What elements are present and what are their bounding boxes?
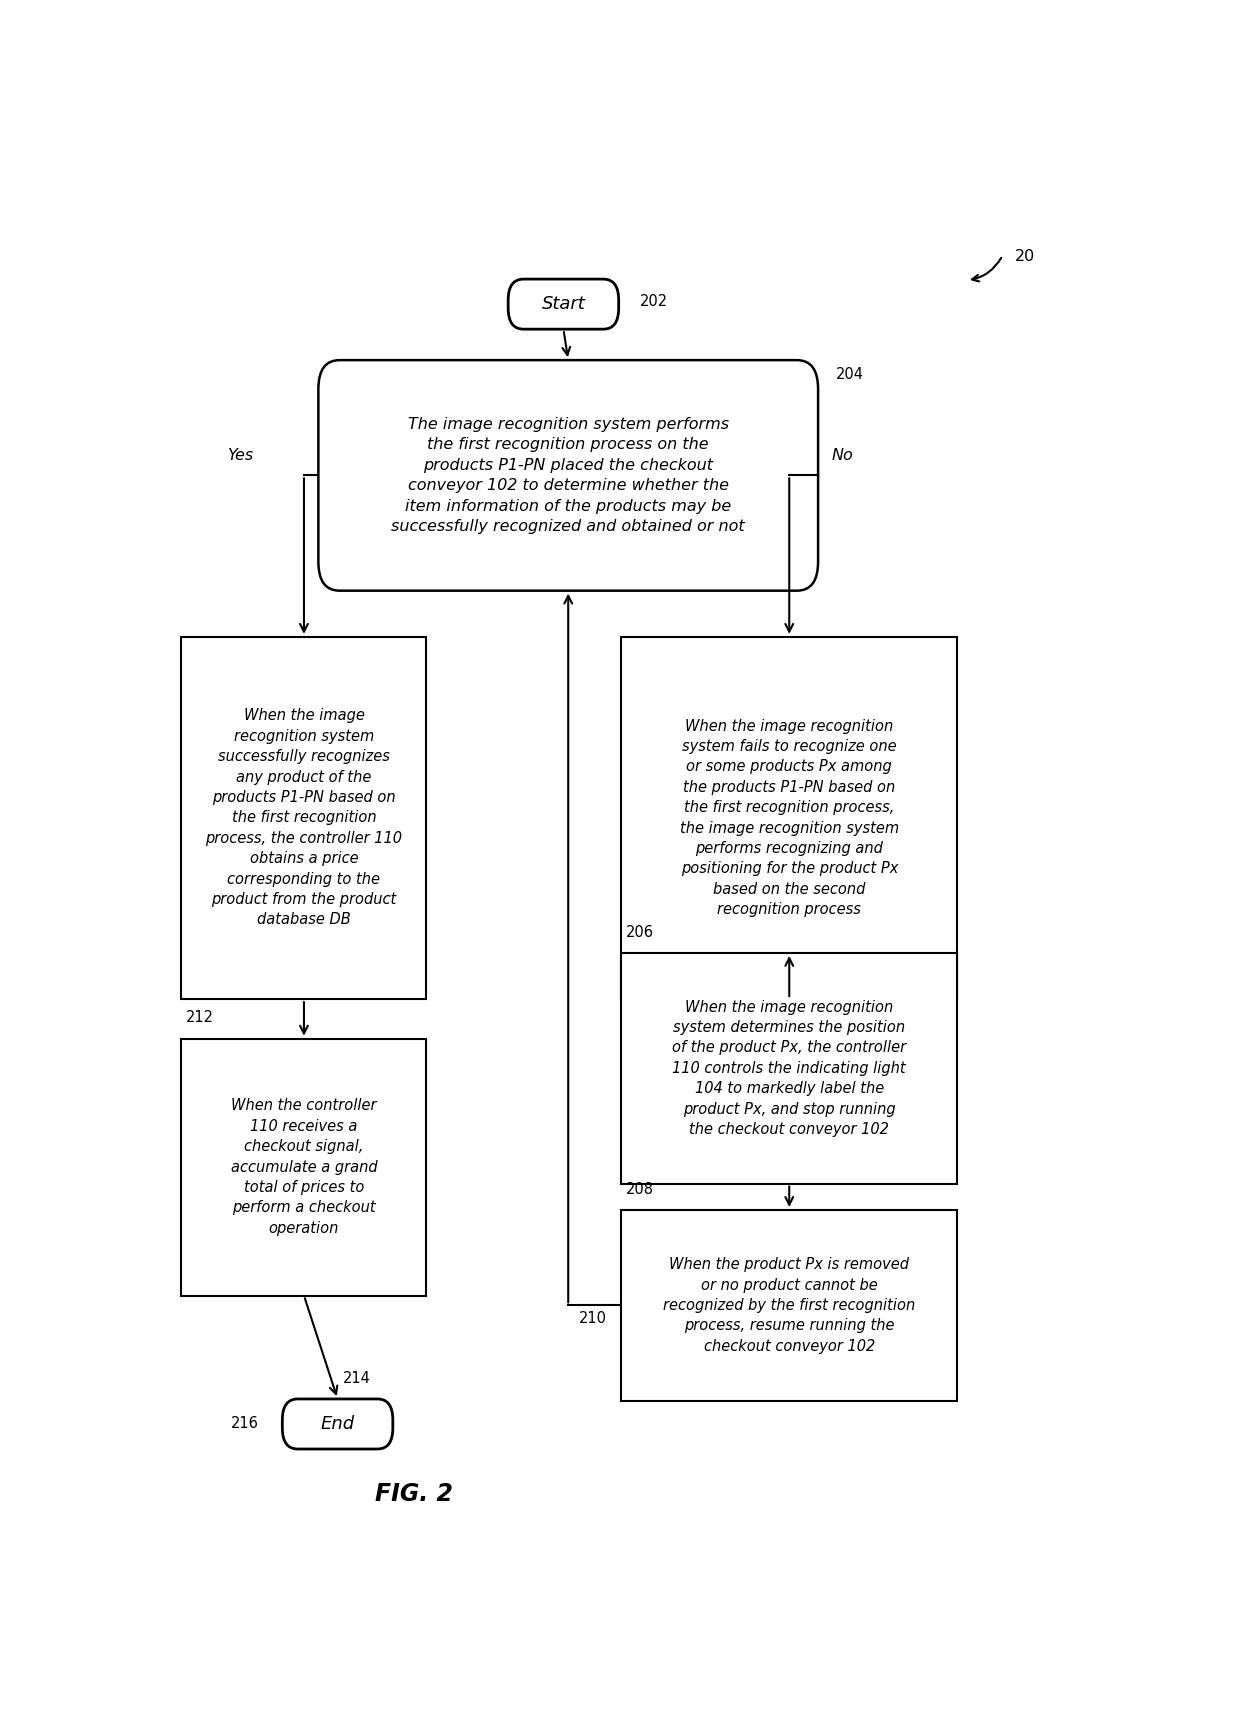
- FancyBboxPatch shape: [319, 359, 818, 590]
- Text: When the controller
110 receives a
checkout signal,
accumulate a grand
total of : When the controller 110 receives a check…: [231, 1098, 377, 1235]
- Text: 204: 204: [836, 366, 863, 382]
- Text: 212: 212: [186, 1011, 215, 1025]
- Text: When the image
recognition system
successfully recognizes
any product of the
pro: When the image recognition system succes…: [206, 708, 403, 927]
- Text: 20: 20: [1016, 248, 1035, 263]
- Text: FIG. 2: FIG. 2: [376, 1482, 454, 1506]
- Text: No: No: [831, 448, 853, 464]
- Text: End: End: [320, 1415, 355, 1434]
- Text: Yes: Yes: [228, 448, 254, 464]
- Text: When the image recognition
system determines the position
of the product Px, the: When the image recognition system determ…: [672, 999, 906, 1138]
- Text: 216: 216: [231, 1417, 258, 1432]
- Text: 202: 202: [640, 294, 668, 310]
- Text: 208: 208: [626, 1182, 653, 1196]
- Text: 206: 206: [626, 926, 653, 939]
- Text: Start: Start: [542, 294, 585, 313]
- Text: When the image recognition
system fails to recognize one
or some products Px amo: When the image recognition system fails …: [680, 719, 899, 917]
- Text: 210: 210: [579, 1311, 606, 1326]
- Bar: [181, 636, 427, 999]
- Text: When the product Px is removed
or no product cannot be
recognized by the first r: When the product Px is removed or no pro…: [663, 1258, 915, 1353]
- FancyBboxPatch shape: [508, 279, 619, 329]
- Text: 214: 214: [342, 1371, 371, 1386]
- FancyBboxPatch shape: [283, 1400, 393, 1449]
- Bar: [181, 1039, 427, 1295]
- Text: The image recognition system performs
the first recognition process on the
produ: The image recognition system performs th…: [392, 417, 745, 534]
- Bar: [621, 1210, 957, 1401]
- Bar: [621, 953, 957, 1184]
- Bar: [621, 636, 957, 999]
